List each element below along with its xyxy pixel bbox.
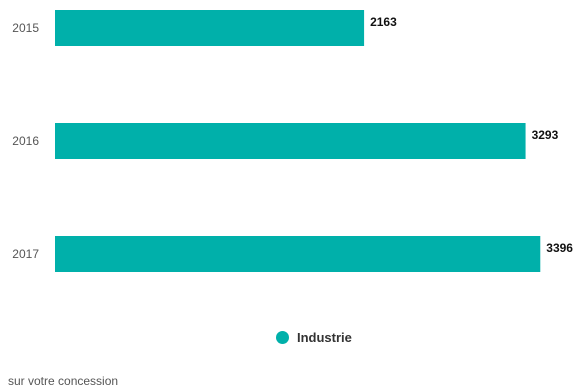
legend-label-industrie: Industrie [297, 330, 352, 345]
legend-swatch-industrie [276, 331, 289, 344]
value-label-2016: 3293 [532, 128, 559, 142]
value-label-2017: 3396 [546, 241, 573, 255]
footnote: sur votre concession [8, 374, 119, 388]
bar-2016[interactable] [55, 123, 526, 159]
bar-2017[interactable] [55, 236, 541, 272]
y-tick-label-2016: 2016 [12, 134, 39, 148]
bar-2015[interactable] [55, 10, 365, 46]
legend: Industrie [276, 330, 352, 345]
value-label-2015: 2163 [370, 15, 397, 29]
y-tick-label-2015: 2015 [12, 21, 39, 35]
y-tick-label-2017: 2017 [12, 247, 39, 261]
